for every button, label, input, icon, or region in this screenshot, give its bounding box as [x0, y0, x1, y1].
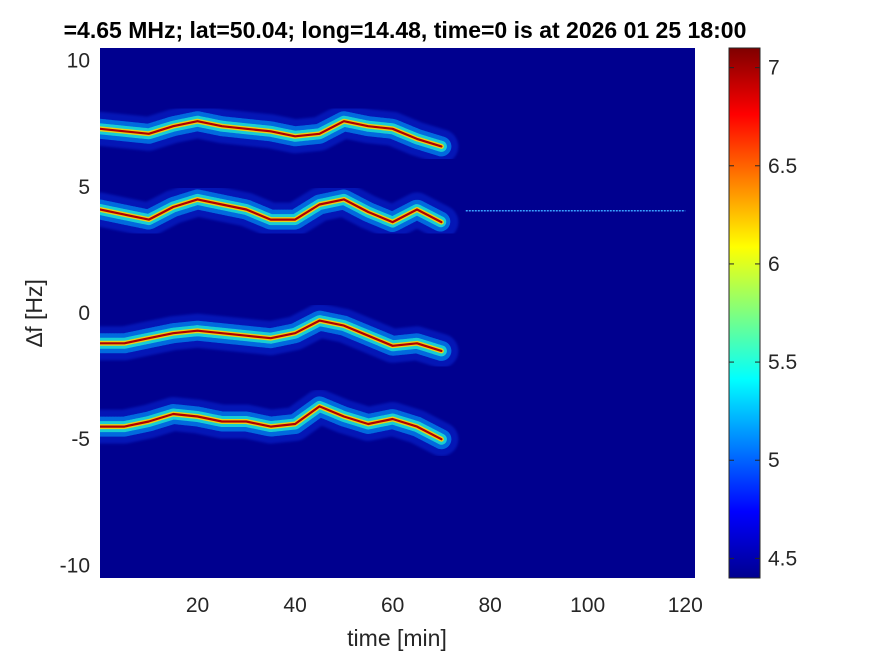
colorbar-tick-label: 6.5	[768, 155, 797, 178]
trace-2	[100, 182, 459, 240]
colorbar-tick-label: 5	[768, 449, 780, 472]
trace-4	[100, 389, 459, 457]
y-tick-label: 10	[67, 50, 90, 73]
colorbar-tick-label: 7	[768, 57, 780, 80]
trace-core	[100, 198, 443, 224]
y-tick-label: 5	[78, 176, 90, 199]
x-axis-ticks: 20 40 60 80 100 120	[186, 594, 703, 617]
x-tick-label: 100	[570, 594, 605, 617]
colorbar-ticks: 4.5 5 5.5 6 6.5 7	[729, 57, 797, 570]
x-tick-label: 40	[283, 594, 306, 617]
colorbar-tick-label: 6	[768, 253, 780, 276]
colorbar	[728, 47, 761, 579]
trace-1	[100, 104, 459, 164]
y-tick-label: -10	[60, 554, 90, 577]
trace-core	[100, 120, 443, 148]
y-tick-label: 0	[78, 302, 90, 325]
x-tick-label: 120	[668, 594, 703, 617]
y-axis-label: ∆f [Hz]	[21, 279, 47, 347]
x-axis-label: time [min]	[347, 625, 447, 651]
trace-3	[100, 303, 459, 368]
x-tick-label: 80	[478, 594, 501, 617]
y-axis-ticks: -10 -5 0 5 10	[60, 50, 90, 578]
colorbar-tick-label: 4.5	[768, 547, 797, 570]
y-tick-label: -5	[71, 428, 90, 451]
trace-core	[100, 405, 443, 441]
signal-traces	[100, 104, 459, 457]
trace-core	[100, 319, 443, 352]
x-tick-label: 20	[186, 594, 209, 617]
x-tick-label: 60	[381, 594, 404, 617]
chart-title: =4.65 MHz; lat=50.04; long=14.48, time=0…	[64, 17, 747, 43]
colorbar-tick-label: 5.5	[768, 351, 797, 374]
